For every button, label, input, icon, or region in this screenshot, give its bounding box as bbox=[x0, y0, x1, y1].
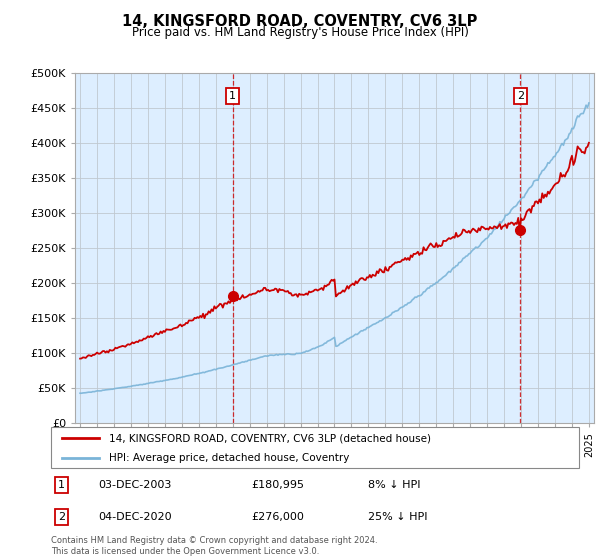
Text: 04-DEC-2020: 04-DEC-2020 bbox=[98, 512, 172, 522]
Text: Contains HM Land Registry data © Crown copyright and database right 2024.
This d: Contains HM Land Registry data © Crown c… bbox=[51, 536, 377, 556]
Text: 03-DEC-2003: 03-DEC-2003 bbox=[98, 480, 172, 490]
Text: 14, KINGSFORD ROAD, COVENTRY, CV6 3LP (detached house): 14, KINGSFORD ROAD, COVENTRY, CV6 3LP (d… bbox=[109, 433, 431, 443]
Text: 8% ↓ HPI: 8% ↓ HPI bbox=[368, 480, 420, 490]
Text: 25% ↓ HPI: 25% ↓ HPI bbox=[368, 512, 427, 522]
Text: 2: 2 bbox=[517, 91, 524, 101]
FancyBboxPatch shape bbox=[51, 427, 579, 468]
Text: £180,995: £180,995 bbox=[251, 480, 305, 490]
Text: HPI: Average price, detached house, Coventry: HPI: Average price, detached house, Cove… bbox=[109, 454, 349, 463]
Text: £276,000: £276,000 bbox=[251, 512, 305, 522]
Text: 1: 1 bbox=[58, 480, 65, 490]
Text: 1: 1 bbox=[229, 91, 236, 101]
Text: 14, KINGSFORD ROAD, COVENTRY, CV6 3LP: 14, KINGSFORD ROAD, COVENTRY, CV6 3LP bbox=[122, 14, 478, 29]
Text: 2: 2 bbox=[58, 512, 65, 522]
Text: Price paid vs. HM Land Registry's House Price Index (HPI): Price paid vs. HM Land Registry's House … bbox=[131, 26, 469, 39]
